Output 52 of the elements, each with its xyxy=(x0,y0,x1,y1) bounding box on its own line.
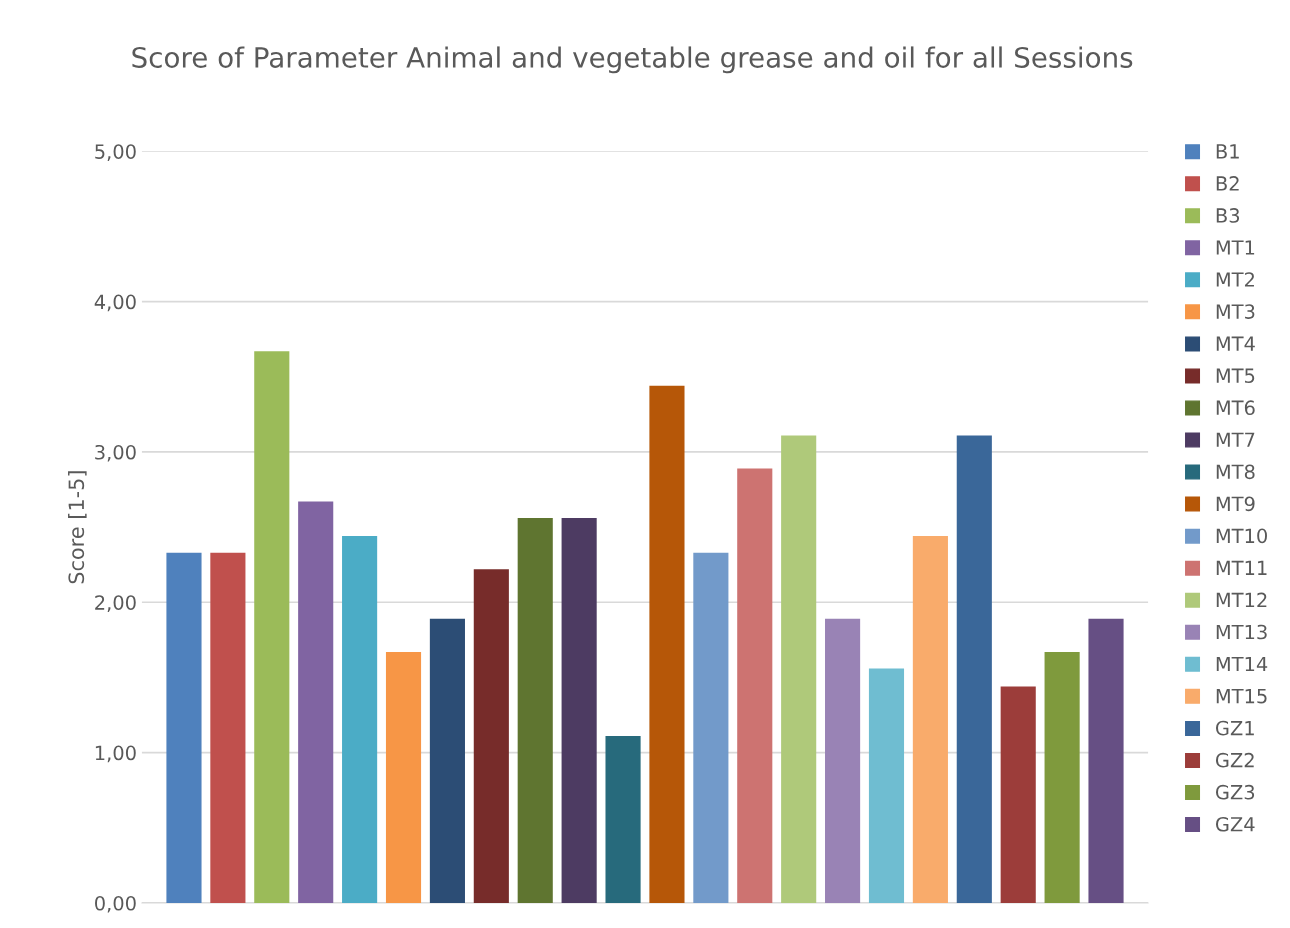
legend-label: MT4 xyxy=(1216,336,1255,351)
legend-label: MT1 xyxy=(1216,240,1255,255)
legend-label: MT3 xyxy=(1216,304,1255,319)
bar xyxy=(1000,686,1036,903)
bar xyxy=(649,385,685,903)
bar xyxy=(825,618,861,903)
bar xyxy=(342,536,378,903)
bar xyxy=(912,536,948,903)
y-tick-label: 3,00 xyxy=(95,444,136,462)
legend-label: B2 xyxy=(1216,176,1239,191)
bar xyxy=(254,351,290,903)
bar xyxy=(1088,618,1124,903)
legend-label: MT6 xyxy=(1216,400,1255,416)
legend-label: MT11 xyxy=(1216,560,1267,575)
bar xyxy=(781,435,817,903)
bar xyxy=(605,736,641,903)
legend-label: MT8 xyxy=(1216,464,1255,480)
legend-label: MT14 xyxy=(1216,656,1268,672)
y-tick-label: 4,00 xyxy=(94,294,136,312)
y-tick-label: 1,00 xyxy=(95,745,136,763)
legend-label: MT13 xyxy=(1216,624,1267,640)
legend-label: MT5 xyxy=(1216,368,1255,384)
bar xyxy=(385,651,422,903)
legend-label: MT10 xyxy=(1216,528,1267,544)
legend-label: B3 xyxy=(1216,208,1240,223)
bar xyxy=(429,618,465,903)
y-tick-label: 0,00 xyxy=(95,895,136,913)
bar xyxy=(956,435,992,903)
bar xyxy=(1044,651,1080,903)
legend-label: MT7 xyxy=(1216,432,1255,447)
bar xyxy=(210,552,246,903)
legend-label: GZ3 xyxy=(1215,784,1255,800)
legend-label: GZ4 xyxy=(1215,816,1255,832)
legend-label: GZ1 xyxy=(1215,720,1254,736)
y-tick-label: 5,00 xyxy=(95,144,136,161)
legend-label: MT15 xyxy=(1216,688,1267,704)
legend-label: MT12 xyxy=(1216,592,1267,608)
y-axis-title: Score [1-5] xyxy=(68,471,87,584)
bar xyxy=(693,552,729,903)
bar xyxy=(737,468,773,903)
legend-label: MT9 xyxy=(1216,496,1255,512)
bar xyxy=(166,552,202,903)
y-tick-label: 2,00 xyxy=(95,595,136,612)
legend-label: GZ2 xyxy=(1215,752,1254,768)
chart-title: Score of Parameter Animal and vegetable grease and oil for all Sessions xyxy=(132,46,1133,74)
bar xyxy=(868,668,905,903)
bar xyxy=(517,518,553,903)
legend-label: MT2 xyxy=(1216,272,1254,287)
bar xyxy=(473,569,509,903)
legend-label: B1 xyxy=(1216,144,1239,159)
bar xyxy=(561,518,597,903)
bar xyxy=(298,501,334,903)
